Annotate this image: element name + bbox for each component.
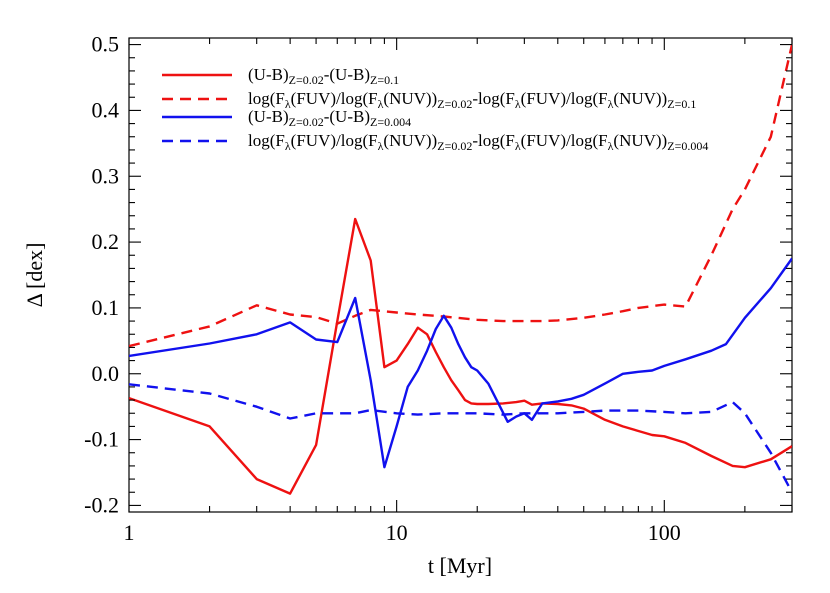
y-tick-label: 0.2 [92, 229, 120, 254]
y-axis: -0.2 -0.1 0.0 0.1 0.2 0.3 0.4 0.5 [84, 32, 792, 517]
y-tick-label: -0.1 [84, 427, 119, 452]
legend-label: (U-B)Z=0.02-(U-B)Z=0.004 [248, 107, 411, 129]
legend-label-part: (FUV)/log(F [291, 89, 378, 108]
y-tick-label: -0.2 [84, 492, 119, 517]
legend-label-part: -log(F [472, 131, 515, 150]
legend-label-part: λ [285, 97, 291, 111]
legend-label-part: (NUV)) [613, 131, 667, 150]
legend-label-part: Z=0.02 [437, 139, 472, 153]
legend: (U-B)Z=0.02-(U-B)Z=0.1log(Fλ(FUV)/log(Fλ… [162, 65, 708, 153]
legend-label: (U-B)Z=0.02-(U-B)Z=0.1 [248, 65, 399, 87]
legend-label-part: -(U-B) [324, 65, 370, 84]
legend-label-part: (U-B) [248, 107, 289, 126]
y-tick-label: 0.4 [92, 97, 120, 122]
y-tick-label: 0.3 [92, 163, 120, 188]
legend-label-part: λ [608, 139, 614, 153]
x-tick-label: 1 [124, 520, 135, 545]
legend-label-part: λ [378, 97, 384, 111]
legend-label-part: Z=0.02 [437, 97, 472, 111]
series-ub-z01-line [129, 217, 792, 495]
legend-label: log(Fλ(FUV)/log(Fλ(NUV))Z=0.02-log(Fλ(FU… [248, 89, 696, 111]
x-axis-title: t [Myr] [428, 553, 492, 578]
legend-label-part: λ [608, 97, 614, 111]
plot-frame [128, 37, 793, 513]
legend-label-part: λ [378, 139, 384, 153]
y-tick-label: 0.1 [92, 295, 120, 320]
x-tick-label: 10 [386, 520, 408, 545]
y-axis-title: Δ [dex] [22, 243, 47, 308]
legend-label-part: (FUV)/log(F [521, 89, 608, 108]
legend-label-part: Z=0.1 [667, 97, 696, 111]
legend-label-part: λ [285, 139, 291, 153]
series-ub-z0004-line [129, 257, 792, 469]
legend-label-part: -(U-B) [324, 107, 370, 126]
legend-label-part: (NUV)) [613, 89, 667, 108]
legend-label-part: λ [515, 139, 521, 153]
y-tick-label: 0.5 [92, 32, 120, 57]
legend-label-part: Z=0.004 [667, 139, 708, 153]
series-fuvnuv-z01-line [129, 44, 792, 348]
legend-label-part: log(F [248, 89, 285, 108]
legend-label-part: λ [515, 97, 521, 111]
legend-label-part: (FUV)/log(F [521, 131, 608, 150]
legend-label-part: Z=0.02 [289, 115, 324, 129]
legend-label-part: Z=0.02 [289, 73, 324, 87]
legend-label-part: log(F [248, 131, 285, 150]
y-tick-label: 0.0 [92, 361, 120, 386]
plot-area [128, 37, 793, 513]
series-fuvnuv-z0004-line [129, 383, 792, 493]
legend-label-part: (FUV)/log(F [291, 131, 378, 150]
legend-label: log(Fλ(FUV)/log(Fλ(NUV))Z=0.02-log(Fλ(FU… [248, 131, 708, 153]
legend-label-part: Z=0.004 [370, 115, 411, 129]
legend-label-part: (U-B) [248, 65, 289, 84]
legend-label-part: (NUV)) [383, 131, 437, 150]
x-axis: 1 10 100 [124, 38, 793, 545]
legend-label-part: -log(F [472, 89, 515, 108]
x-tick-label: 100 [648, 520, 681, 545]
legend-label-part: (NUV)) [383, 89, 437, 108]
legend-label-part: Z=0.1 [370, 73, 399, 87]
